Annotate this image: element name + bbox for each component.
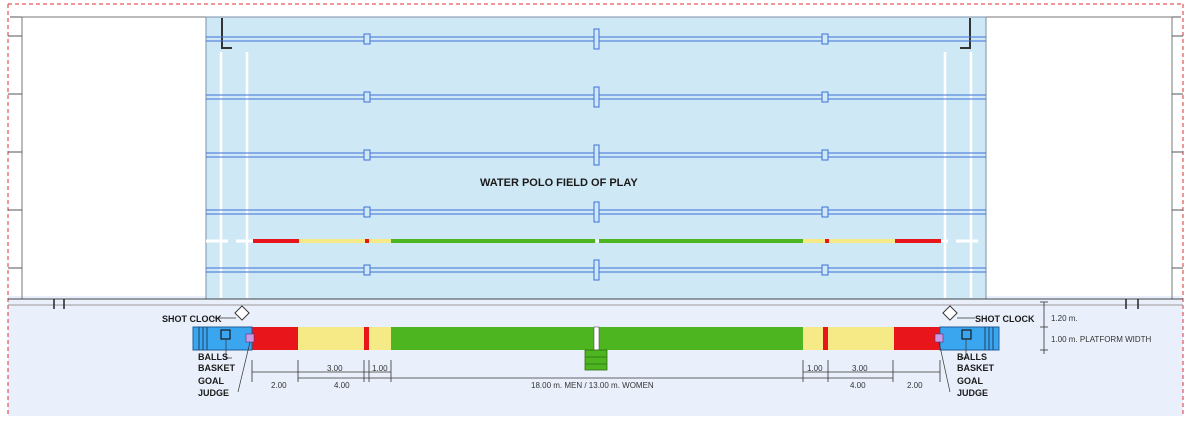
shot-clock-left-icon [234, 305, 250, 321]
dim-platform-width: 1.00 m. PLATFORM WIDTH [1051, 335, 1152, 344]
goal-lines [219, 52, 973, 298]
balls-left-label: BALLS [198, 352, 228, 362]
lane-ropes [206, 28, 986, 281]
goal-left-label: GOAL [198, 376, 224, 386]
field-title: WATER POLO FIELD OF PLAY [480, 177, 638, 189]
dim-2-00-right: 2.00 [907, 381, 923, 390]
goal-right-label: GOAL [957, 376, 983, 386]
platform-zone-bar [252, 326, 940, 351]
dim-field-length: 18.00 m. MEN / 13.00 m. WOMEN [531, 381, 654, 390]
basket-right-label: BASKET [957, 363, 995, 373]
dim-height-1-20: 1.20 m. [1051, 314, 1078, 323]
dim-1-00-left: 1.00 [372, 364, 388, 373]
center-steps [584, 349, 608, 371]
dim-1-00-right: 1.00 [807, 364, 823, 373]
dim-3-00-left: 3.00 [327, 364, 343, 373]
dim-4-00-left: 4.00 [334, 381, 350, 390]
balls-right-label: BALLS [957, 352, 987, 362]
goal-frame-left [221, 18, 232, 49]
wall-ticks [8, 35, 1183, 269]
water-zone-markers [253, 239, 941, 243]
dim-3-00-right: 3.00 [852, 364, 868, 373]
shot-clock-right-label: SHOT CLOCK [975, 314, 1035, 324]
shot-clock-right-icon [942, 305, 958, 321]
shot-clock-left-label: SHOT CLOCK [162, 314, 222, 324]
judge-left-label: JUDGE [198, 388, 230, 398]
dim-2-00-left: 2.00 [271, 381, 287, 390]
goal-judge-right [934, 326, 1000, 351]
dim-4-00-right: 4.00 [850, 381, 866, 390]
dimension-lines [251, 301, 1048, 382]
goal-judge-left [192, 326, 255, 351]
basket-left-label: BASKET [198, 363, 236, 373]
judge-right-label: JUDGE [957, 388, 989, 398]
goal-frame-right [960, 18, 971, 49]
